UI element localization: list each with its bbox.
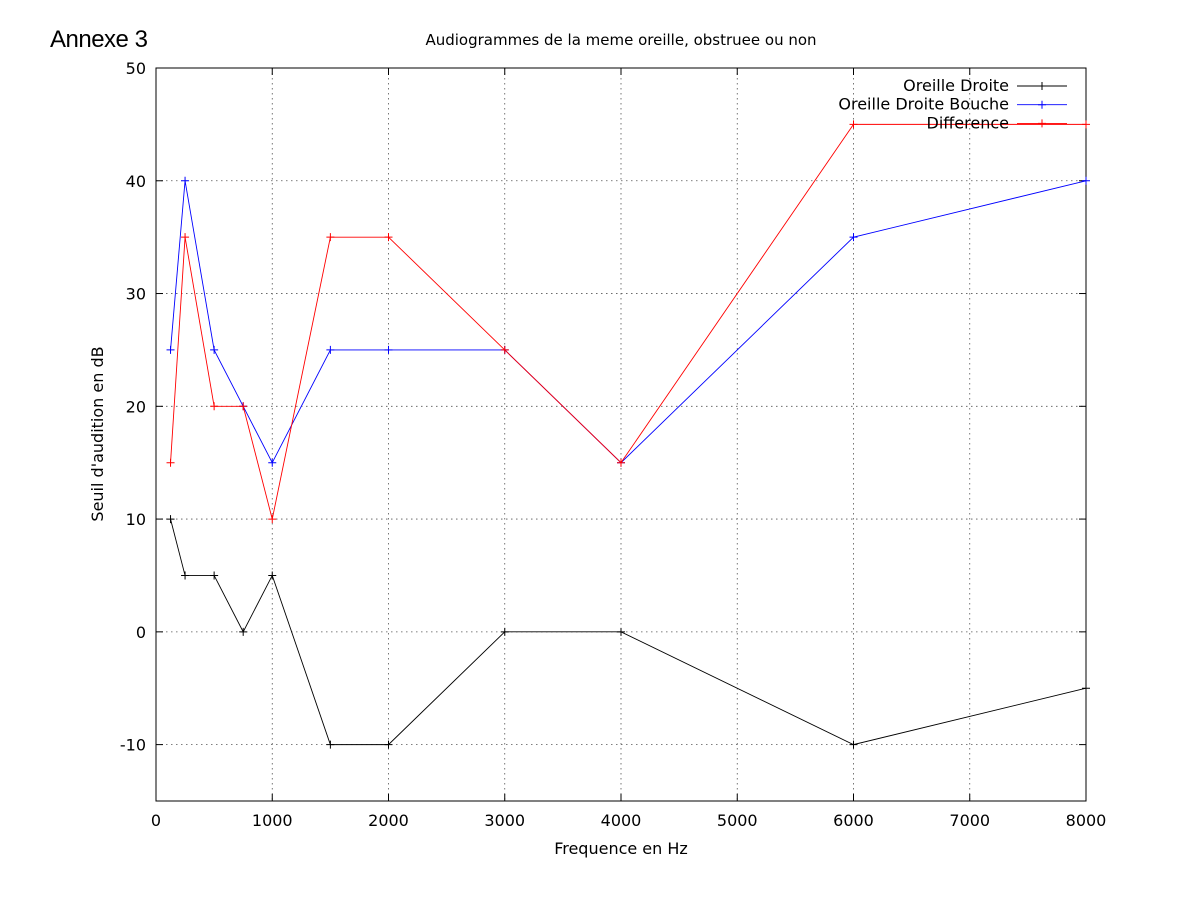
annex-label: Annexe 3 bbox=[50, 26, 148, 53]
data-point bbox=[849, 120, 858, 129]
y-tick-label: -10 bbox=[120, 736, 146, 755]
data-point bbox=[210, 402, 219, 411]
data-point bbox=[384, 345, 393, 354]
y-tick-label: 20 bbox=[126, 397, 146, 416]
x-tick-label: 2000 bbox=[368, 811, 409, 830]
data-point bbox=[1082, 176, 1090, 185]
data-point bbox=[849, 233, 858, 242]
data-point bbox=[326, 233, 335, 242]
data-point bbox=[239, 402, 248, 411]
series-oreille-droite bbox=[166, 515, 1090, 749]
x-tick-label: 0 bbox=[151, 811, 161, 830]
data-point bbox=[210, 571, 219, 580]
x-tick-label: 8000 bbox=[1066, 811, 1107, 830]
data-point bbox=[500, 345, 509, 354]
data-point bbox=[239, 627, 248, 636]
y-tick-label: 0 bbox=[136, 623, 146, 642]
series-line bbox=[170, 180, 1087, 464]
series-layer bbox=[166, 120, 1090, 749]
legend-entry: Oreille Droite bbox=[903, 76, 1067, 95]
data-point bbox=[1082, 120, 1090, 129]
series-line bbox=[170, 518, 1087, 746]
data-point bbox=[384, 233, 393, 242]
data-point bbox=[268, 571, 277, 580]
data-point bbox=[181, 176, 190, 185]
grid bbox=[156, 68, 1086, 801]
x-axis-title: Frequence en Hz bbox=[554, 839, 688, 858]
y-tick-label: 40 bbox=[126, 172, 146, 191]
x-tick-label: 4000 bbox=[601, 811, 642, 830]
data-point bbox=[326, 345, 335, 354]
data-point bbox=[268, 458, 277, 467]
data-point bbox=[166, 345, 175, 354]
series-oreille-droite-bouche bbox=[166, 176, 1090, 467]
series-difference bbox=[166, 120, 1090, 524]
legend-swatch-marker bbox=[1038, 100, 1046, 109]
data-point bbox=[1082, 684, 1090, 693]
x-tick-label: 6000 bbox=[833, 811, 874, 830]
legend-label: Oreille Droite Bouche bbox=[838, 95, 1009, 114]
data-point bbox=[166, 458, 175, 467]
data-point bbox=[617, 627, 625, 636]
y-tick-label: 10 bbox=[126, 510, 146, 529]
legend-label: Oreille Droite bbox=[903, 76, 1009, 95]
legend-swatch-marker bbox=[1038, 82, 1046, 90]
x-tick-label: 7000 bbox=[949, 811, 990, 830]
y-tick-label: 50 bbox=[126, 59, 146, 78]
axis-ticks: 0 1000 2000 3000 4000 5000 6000 7000 8000 -10 0 10 2… bbox=[120, 59, 1107, 830]
data-point bbox=[384, 740, 393, 749]
legend-entry: Difference bbox=[927, 113, 1067, 132]
series-line bbox=[170, 123, 1086, 520]
data-point bbox=[849, 740, 858, 749]
legend-entry: Oreille Droite Bouche bbox=[838, 95, 1067, 114]
x-tick-label: 3000 bbox=[484, 811, 525, 830]
data-point bbox=[181, 571, 190, 580]
legend-label: Difference bbox=[927, 113, 1009, 132]
data-point bbox=[181, 233, 190, 242]
legend-swatch-marker bbox=[1038, 119, 1046, 128]
data-point bbox=[268, 515, 277, 524]
data-point bbox=[617, 458, 625, 467]
x-tick-label: 5000 bbox=[717, 811, 758, 830]
data-point bbox=[326, 740, 335, 749]
y-tick-label: 30 bbox=[126, 285, 146, 304]
data-point bbox=[166, 515, 175, 524]
y-axis-title: Seuil d'audition en dB bbox=[88, 346, 107, 521]
x-tick-label: 1000 bbox=[252, 811, 293, 830]
data-point bbox=[500, 627, 509, 636]
data-point bbox=[210, 345, 219, 354]
chart-title: Audiogrammes de la meme oreille, obstrue… bbox=[425, 31, 816, 49]
